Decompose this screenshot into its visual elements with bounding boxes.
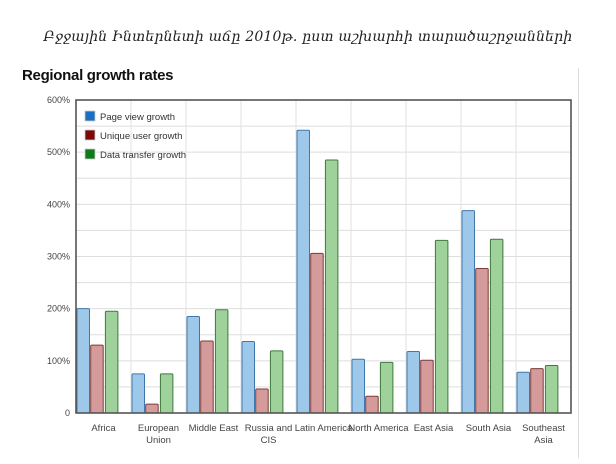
bar-data-transfer-growth [214, 309, 229, 414]
bar-page-view-growth [186, 315, 200, 414]
x-tick-label: Russia and CIS [245, 423, 293, 446]
x-tick-label: Latin America [295, 423, 353, 434]
bar-unique-user-growth [310, 252, 324, 414]
legend-label: Data transfer growth [100, 150, 186, 161]
bar-page-view-growth [76, 308, 90, 414]
legend-swatch [84, 110, 96, 122]
x-tick-label: East Asia [414, 423, 454, 434]
legend-swatch [84, 129, 96, 141]
bar-data-transfer-growth [434, 239, 449, 414]
bar-page-view-growth [516, 371, 530, 414]
figure-caption: Բջջային Ինտերնետի աճը 2010թ. ըստ աշխարհի… [43, 29, 573, 45]
bar-data-transfer-growth [489, 238, 504, 414]
y-axis-ticks: 0 100% 200% 300% 400% 500% 600% [47, 95, 70, 418]
x-tick-label: Africa [91, 423, 116, 434]
y-tick-label: 100% [47, 356, 70, 366]
y-tick-label: 400% [47, 199, 70, 209]
y-tick-label: 0 [65, 408, 70, 418]
legend-label: Unique user growth [100, 131, 182, 142]
panel-border [578, 68, 579, 458]
bars [76, 129, 559, 414]
bar-data-transfer-growth [269, 350, 284, 414]
legend-swatch [84, 148, 96, 160]
bar-page-view-growth [241, 341, 255, 414]
x-tick-label: South Asia [466, 423, 512, 434]
x-tick-label: Southeast Asia [522, 423, 565, 446]
y-tick-label: 300% [47, 252, 70, 262]
bar-page-view-growth [131, 373, 145, 414]
chart-title: Regional growth rates [22, 67, 174, 84]
bar-data-transfer-growth [324, 159, 339, 414]
bar-unique-user-growth [475, 267, 489, 414]
x-tick-label: European Union [138, 423, 179, 446]
y-tick-label: 200% [47, 304, 70, 314]
bar-unique-user-growth [365, 395, 379, 414]
bar-page-view-growth [296, 129, 310, 414]
bar-data-transfer-growth [379, 361, 394, 414]
y-tick-label: 500% [47, 147, 70, 157]
bar-data-transfer-growth [104, 310, 119, 414]
bar-unique-user-growth [200, 340, 214, 414]
x-axis-labels: Africa European Union Middle East Russia and… [91, 423, 565, 446]
bar-unique-user-growth [420, 359, 434, 414]
y-tick-label: 600% [47, 95, 70, 105]
bar-unique-user-growth [90, 344, 104, 414]
bar-unique-user-growth [255, 388, 269, 414]
legend: Page view growth Unique user growth Data t… [84, 110, 186, 161]
x-tick-label: Middle East [189, 423, 239, 434]
bar-page-view-growth [406, 350, 420, 414]
bar-unique-user-growth [145, 403, 159, 414]
bar-unique-user-growth [530, 368, 544, 414]
plot-frame [75, 99, 572, 414]
x-tick-label: North America [348, 423, 409, 434]
bar-page-view-growth [461, 210, 475, 414]
bar-data-transfer-growth [544, 365, 559, 414]
bar-page-view-growth [351, 358, 365, 414]
bar-data-transfer-growth [159, 373, 174, 414]
legend-label: Page view growth [100, 112, 175, 123]
